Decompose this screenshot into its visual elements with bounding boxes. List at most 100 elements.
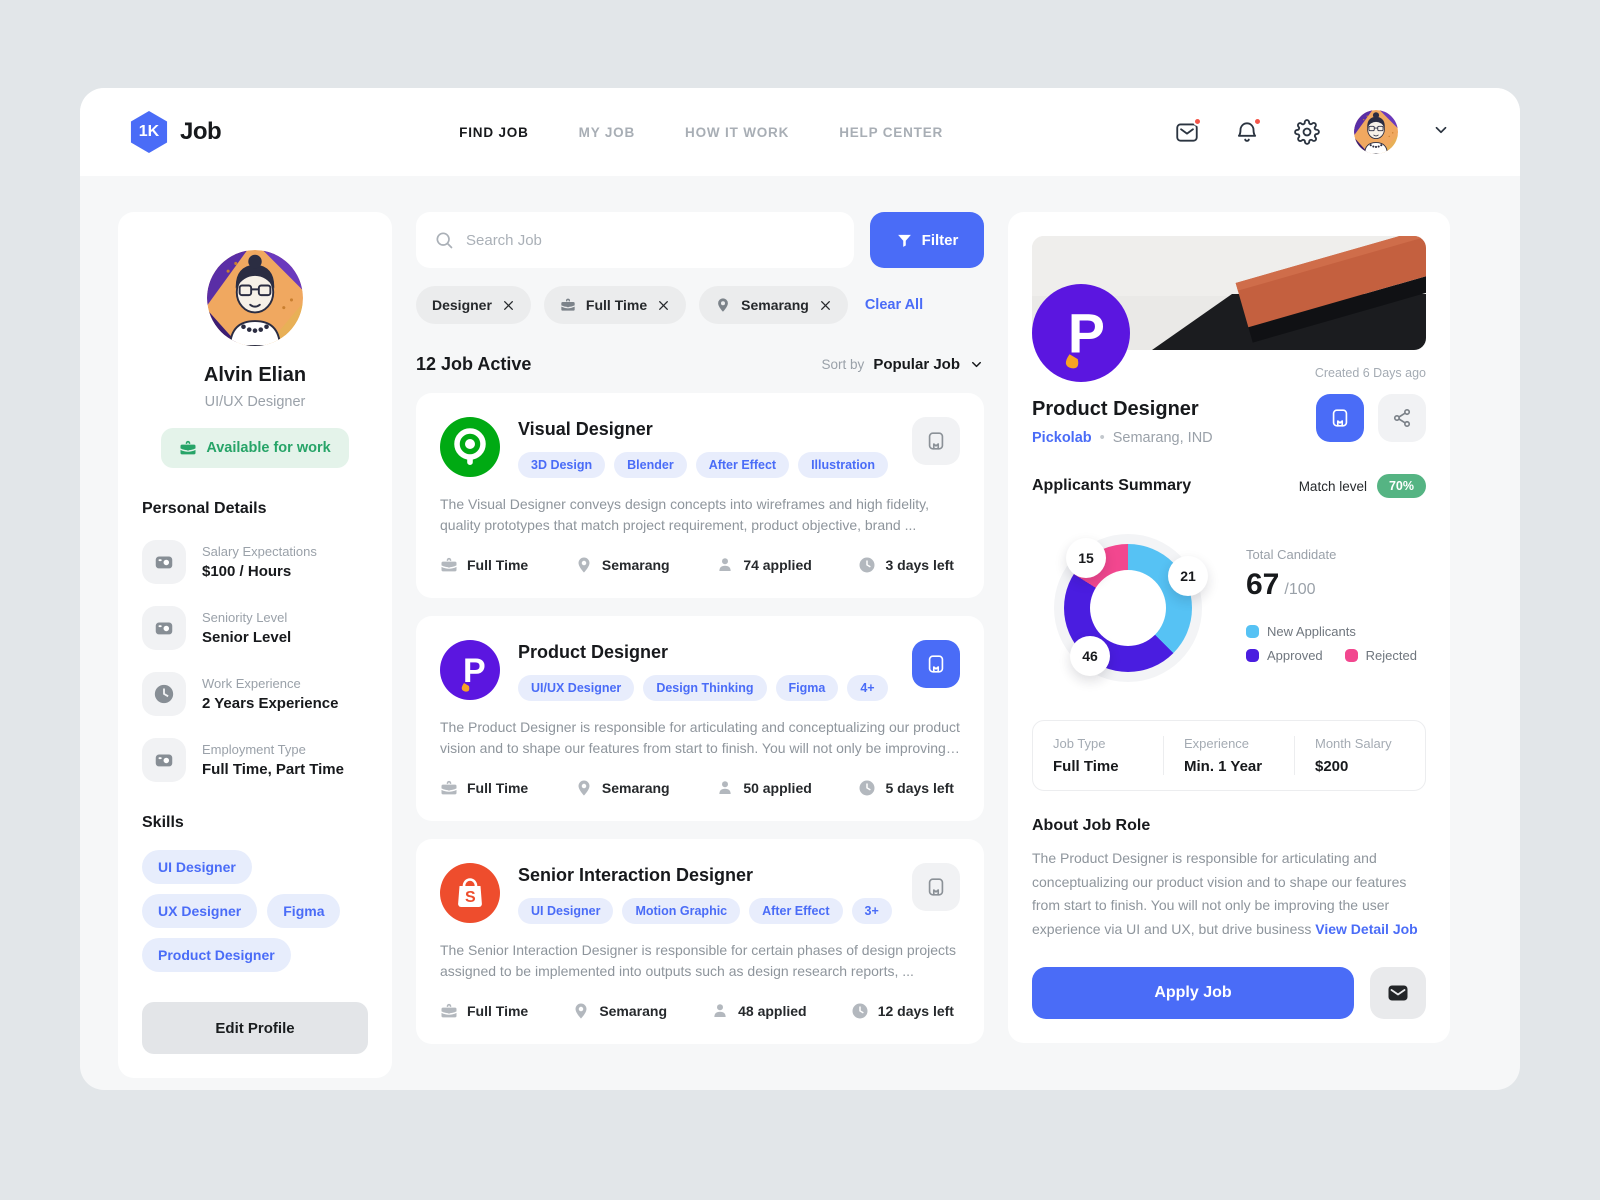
clock-icon (852, 1003, 868, 1019)
job-tag: Figma (775, 675, 839, 701)
bookmark-button-saved[interactable] (912, 640, 960, 688)
job-days-left: 3 days left (885, 557, 954, 573)
svg-text:P: P (463, 652, 486, 690)
job-meta: Full Time Semarang 50 applied 5 days lef… (440, 779, 960, 797)
pickolab-logo: P (1032, 284, 1130, 382)
job-tag: After Effect (695, 452, 790, 478)
detail-location: Semarang, IND (1112, 430, 1213, 446)
about-job-role-text: The Product Designer is responsible for … (1032, 850, 1418, 937)
chip-label: Semarang (741, 297, 809, 313)
person-icon (714, 1004, 726, 1017)
chart-legend: New Applicants Approved Rejected (1246, 624, 1417, 663)
nav-find-job[interactable]: FIND JOB (459, 124, 529, 140)
remove-filter-icon[interactable] (657, 299, 670, 312)
detail-row-experience: Work Experience 2 Years Experience (142, 672, 368, 716)
apply-job-button[interactable]: Apply Job (1032, 967, 1354, 1020)
search-job-field[interactable] (416, 212, 854, 268)
briefcase-icon (561, 298, 575, 311)
job-detail-panel: P Created 6 Days ago Product Designer Pi… (1008, 212, 1450, 1044)
chip-label: Full Time (585, 297, 648, 313)
legend-swatch (1344, 649, 1358, 662)
email-button[interactable] (1370, 967, 1426, 1020)
bell-notification-dot (1253, 117, 1262, 126)
job-location: Semarang (601, 557, 670, 573)
search-input[interactable] (466, 231, 836, 249)
svg-text:S: S (465, 889, 476, 906)
detail-label: Salary Expectations (202, 544, 317, 559)
bell-icon[interactable] (1234, 117, 1262, 145)
detail-row-employment: Employment Type Full Time, Part Time (142, 738, 368, 782)
skill-pill[interactable]: UI Designer (142, 850, 252, 884)
match-level-label: Match level (1298, 478, 1367, 494)
detail-job-title: Product Designer (1032, 398, 1199, 420)
job-tag: Motion Graphic (622, 898, 741, 924)
location-icon (578, 780, 590, 796)
profile-role: UI/UX Designer (204, 394, 306, 410)
mail-notification-dot (1193, 117, 1202, 126)
job-tag: Illustration (798, 452, 888, 478)
availability-label: Available for work (206, 440, 331, 456)
job-tags: UI/UX Designer Design Thinking Figma 4+ (518, 675, 894, 701)
remove-filter-icon[interactable] (819, 299, 832, 312)
legend-swatch (1246, 649, 1259, 662)
share-button[interactable] (1378, 394, 1426, 442)
availability-badge[interactable]: Available for work (161, 428, 349, 468)
job-tag: Blender (614, 452, 687, 478)
filter-chip-semarang[interactable]: Semarang (699, 286, 848, 324)
skill-pill[interactable]: Product Designer (142, 938, 291, 972)
detail-value: 2 Years Experience (202, 695, 339, 712)
nav-help-center[interactable]: HELP CENTER (839, 124, 944, 140)
job-card-senior-interaction-designer[interactable]: S Senior Interaction Designer UI Designe… (416, 839, 984, 1044)
job-location: Semarang (599, 1003, 668, 1019)
filter-button[interactable]: Filter (870, 212, 984, 268)
gear-icon[interactable] (1294, 119, 1320, 145)
user-avatar[interactable] (1354, 110, 1398, 154)
main-nav: FIND JOB MY JOB HOW IT WORK HELP CENTER (459, 125, 943, 140)
nav-how-it-work[interactable]: HOW IT WORK (685, 124, 790, 140)
applicants-summary-title: Applicants Summary (1032, 477, 1192, 494)
filter-chip-designer[interactable]: Designer (416, 286, 531, 324)
chart-value-new: 21 (1168, 556, 1208, 596)
detail-value: Full Time, Part Time (202, 761, 344, 778)
view-detail-job-link[interactable]: View Detail Job (1315, 920, 1418, 937)
chevron-down-icon[interactable] (1432, 121, 1450, 144)
app-logo[interactable]: 1K Job (128, 111, 222, 153)
nav-my-job[interactable]: MY JOB (578, 124, 636, 140)
clear-all-link[interactable]: Clear All (864, 297, 924, 313)
job-card-visual-designer[interactable]: Visual Designer 3D Design Blender After … (416, 393, 984, 598)
svg-text:P: P (1068, 303, 1105, 365)
bookmark-button[interactable] (912, 863, 960, 911)
card-icon (142, 738, 186, 782)
skills-title: Skills (142, 814, 184, 831)
mail-icon[interactable] (1174, 117, 1202, 145)
job-tag: After Effect (749, 898, 843, 924)
job-location: Semarang (601, 780, 670, 796)
skill-pill[interactable]: UX Designer (142, 894, 258, 928)
edit-profile-button[interactable]: Edit Profile (142, 1002, 368, 1054)
bookmark-button-saved[interactable] (1316, 394, 1364, 442)
sort-dropdown[interactable]: Sort by Popular Job (822, 356, 984, 373)
bookmark-button[interactable] (912, 417, 960, 465)
clock-icon (142, 672, 186, 716)
company-link[interactable]: Pickolab (1032, 430, 1092, 446)
search-icon (436, 232, 453, 249)
remove-filter-icon[interactable] (502, 299, 515, 312)
logo-text: Job (180, 118, 222, 145)
filter-chip-fulltime[interactable]: Full Time (543, 286, 687, 324)
app-window: 1K Job FIND JOB MY JOB HOW IT WORK HELP … (80, 88, 1520, 1090)
briefcase-icon (441, 1003, 457, 1018)
location-icon (575, 1003, 587, 1019)
skill-pill[interactable]: Figma (267, 894, 341, 928)
detail-value: Senior Level (202, 629, 292, 646)
job-applied: 48 applied (738, 1003, 807, 1019)
job-tag: Design Thinking (643, 675, 767, 701)
chip-label: Designer (432, 297, 492, 313)
money-icon (142, 540, 186, 584)
job-card-product-designer[interactable]: P Product Designer UI/UX Designer Design… (416, 616, 984, 821)
detail-actions (1316, 394, 1426, 446)
shopee-logo: S (440, 863, 500, 923)
filter-label: Filter (921, 231, 959, 249)
profile-sidebar: Alvin Elian UI/UX Designer Available for… (118, 212, 392, 1078)
briefcase-icon (441, 557, 457, 572)
level-icon (142, 606, 186, 650)
